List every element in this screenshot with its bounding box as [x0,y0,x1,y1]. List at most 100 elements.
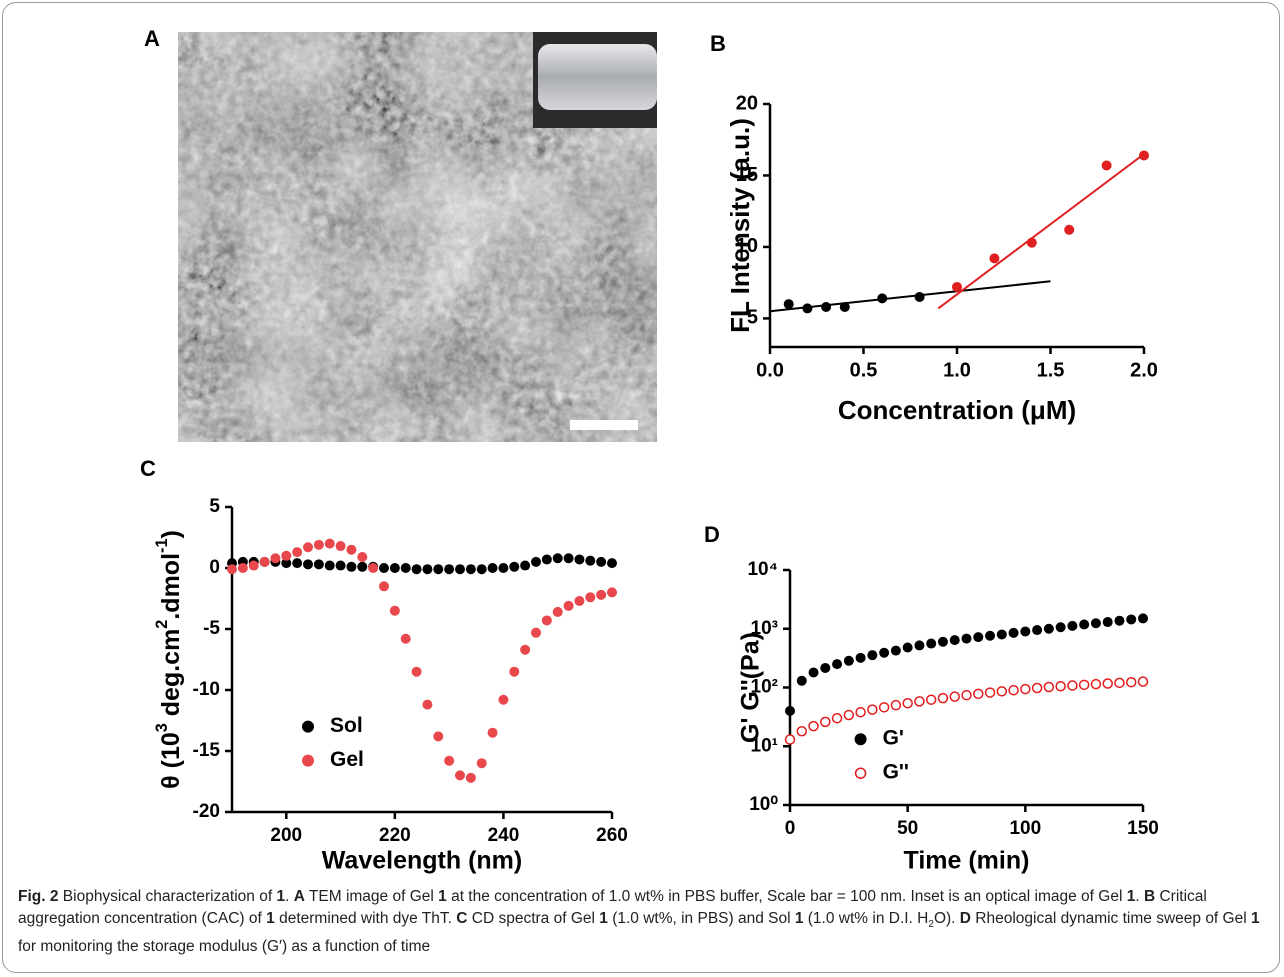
data-point [585,592,596,603]
data-point [1137,676,1149,687]
data-point [952,281,962,292]
data-point [498,563,509,573]
data-point [820,662,831,673]
data-point [914,640,925,651]
legend-marker [854,733,867,746]
data-point [926,638,937,649]
x-tick-label: 50 [897,818,918,839]
x-tick-label: 0.0 [756,359,784,381]
data-point [783,299,794,310]
y-tick-label: 10⁰ [749,794,778,815]
data-point [902,642,913,653]
x-axis-title: Time (min) [904,847,1030,875]
data-point [357,552,368,563]
data-point [389,563,400,573]
data-point [902,697,913,709]
axis-title-part: 3 [153,723,171,732]
caption-text: (1.0 wt% in D.I. H [803,910,929,927]
y-tick-label: -20 [193,801,220,822]
data-point [422,564,433,575]
data-point [563,553,574,564]
data-point [832,659,843,670]
caption-text: 1 [1250,910,1260,927]
data-point [400,563,411,573]
y-tick-label: -15 [193,740,221,761]
data-point [855,652,866,663]
caption-text: Critical aggregation concentration (CAC)… [18,888,1207,927]
panel-label: B [710,31,726,56]
caption-text: D [959,910,971,927]
y-tick-label: 10¹ [751,735,778,756]
data-point [1138,613,1148,624]
data-point [914,696,925,707]
data-point [324,538,335,549]
data-point [1126,614,1137,625]
data-point [455,564,465,575]
data-point [368,563,379,573]
caption-text: Biophysical characterization of [58,888,277,905]
caption-text: Rheological dynamic time sweep of Gel [970,910,1251,927]
axis-title-part: -1 [153,539,171,553]
caption-text: . [1135,888,1144,905]
x-axis-title: Concentration (μM) [838,395,1076,425]
y-axis-title: FL Intensity (a.u.) [725,118,755,333]
data-point [541,554,552,565]
legend-marker [302,720,314,733]
axis-title-part: .dmol [157,553,185,620]
data-point [346,561,357,572]
data-point [890,645,901,656]
data-point [784,734,796,745]
data-point [1078,679,1090,691]
x-tick-label: 2.0 [1130,359,1158,381]
caption-text: 1 [266,910,275,927]
x-tick-label: 100 [1009,818,1041,839]
inset-vial [538,44,657,110]
y-axis-title: θ (103 deg.cm2.dmol-1) [153,530,184,789]
data-point [1026,237,1037,248]
data-point [303,559,313,570]
y-tick-label: 10² [751,677,778,698]
y-tick-label: 0 [209,557,220,578]
data-point [509,666,520,677]
x-tick-label: 0.5 [850,359,878,381]
data-point [1090,618,1101,629]
data-point [552,553,563,564]
data-point [867,704,878,715]
y-tick-label: -10 [193,679,220,700]
data-point [444,564,455,575]
data-point [541,615,552,626]
data-point [1125,676,1137,688]
data-point [984,687,996,698]
data-point [433,731,444,742]
data-point [1064,224,1075,235]
caption-text: 1 [276,888,286,905]
axis-title-part: ) [157,530,185,538]
data-point [379,563,389,573]
data-point [843,655,854,666]
data-point [914,291,925,302]
data-point [585,555,596,566]
legend-marker [302,754,314,767]
y-tick-label: -5 [203,618,220,639]
data-point [379,581,389,592]
data-point [411,564,422,575]
data-point [820,716,831,728]
data-point [1102,617,1113,628]
data-point [808,667,819,678]
data-point [563,600,574,611]
caption-text: 2 [928,919,934,931]
data-point [303,542,313,553]
y-tick-label: 10³ [751,618,778,639]
axis-title-part: θ (10 [157,732,185,789]
panel-label: C [140,456,156,481]
data-point [444,755,455,766]
data-point [1055,622,1066,633]
y-tick-label: 10⁴ [747,559,778,580]
data-point [1031,682,1043,694]
data-point [357,561,368,572]
data-point [855,706,866,718]
y-tick-label: 20 [736,92,758,114]
